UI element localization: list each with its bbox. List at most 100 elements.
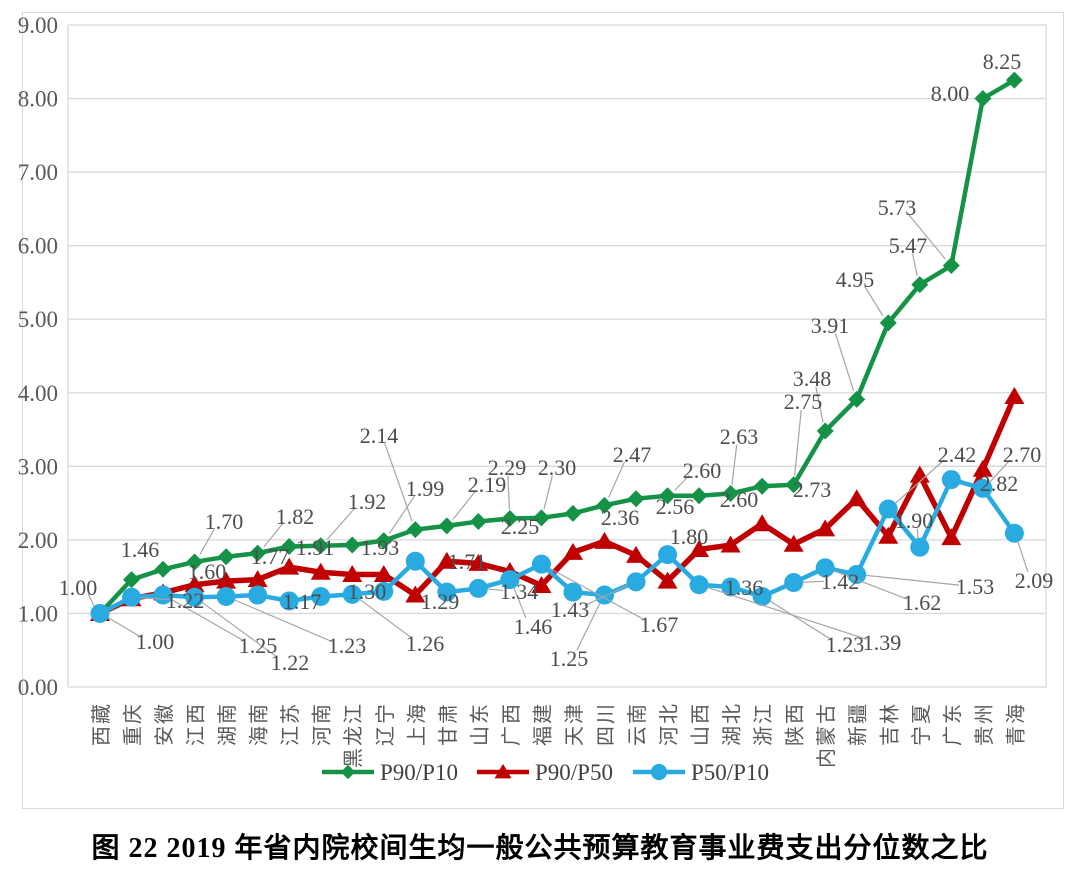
data-point-marker-triangle bbox=[626, 545, 647, 563]
legend-label: P90/P50 bbox=[535, 760, 613, 785]
y-tick-label: 0.00 bbox=[18, 675, 58, 700]
data-point-marker-diamond bbox=[312, 537, 330, 555]
data-label: 8.00 bbox=[931, 81, 970, 106]
data-label: 4.95 bbox=[836, 267, 875, 292]
data-label: 5.47 bbox=[889, 233, 928, 258]
data-point-marker-triangle bbox=[279, 557, 300, 575]
data-point-marker-circle bbox=[650, 763, 668, 781]
data-label: 1.91 bbox=[296, 535, 335, 560]
data-point-marker-triangle bbox=[878, 526, 899, 544]
data-point-marker-diamond bbox=[469, 512, 487, 530]
data-label: 2.75 bbox=[784, 389, 823, 414]
data-label: 1.70 bbox=[205, 509, 244, 534]
data-point-marker-triangle bbox=[657, 571, 678, 589]
data-label: 1.00 bbox=[59, 575, 98, 600]
data-label: 1.22 bbox=[271, 650, 310, 675]
label-leader-line bbox=[989, 459, 1011, 483]
y-tick-label: 8.00 bbox=[18, 87, 58, 112]
y-tick-label: 3.00 bbox=[18, 454, 58, 479]
data-point-marker-circle bbox=[878, 499, 898, 519]
data-point-marker-diamond bbox=[659, 487, 677, 505]
data-point-marker-diamond bbox=[343, 536, 361, 554]
data-point-marker-circle bbox=[468, 578, 488, 598]
data-point-marker-circle bbox=[910, 537, 930, 557]
data-label: 3.48 bbox=[793, 366, 832, 391]
data-label: 2.09 bbox=[1015, 568, 1054, 593]
data-point-marker-circle bbox=[721, 577, 741, 597]
label-leader-line bbox=[674, 474, 690, 491]
data-point-marker-circle bbox=[784, 573, 804, 593]
data-label: 2.47 bbox=[613, 442, 652, 467]
data-label: 2.25 bbox=[501, 514, 540, 539]
label-leader-line bbox=[170, 598, 245, 642]
data-point-marker-diamond bbox=[501, 510, 519, 528]
data-label: 1.71 bbox=[448, 549, 487, 574]
data-label: 2.60 bbox=[720, 487, 759, 512]
data-point-marker-diamond bbox=[753, 477, 771, 495]
data-point-marker-triangle bbox=[720, 535, 741, 553]
data-label: 2.82 bbox=[980, 471, 1019, 496]
data-point-marker-triangle bbox=[909, 465, 930, 483]
data-point-marker-diamond bbox=[942, 257, 960, 275]
data-label: 1.23 bbox=[826, 632, 865, 657]
data-label: 8.25 bbox=[983, 49, 1022, 74]
data-label: 1.90 bbox=[895, 508, 934, 533]
data-point-marker-triangle bbox=[1004, 386, 1025, 404]
x-category-label: 四川 bbox=[595, 702, 617, 746]
label-leader-line bbox=[487, 588, 504, 592]
data-point-marker-triangle bbox=[373, 564, 394, 582]
label-leader-line bbox=[802, 580, 825, 583]
data-point-marker-triangle bbox=[342, 564, 363, 582]
x-category-label: 陕西 bbox=[784, 702, 807, 746]
label-leader-line bbox=[359, 598, 413, 639]
data-label: 2.63 bbox=[720, 424, 759, 449]
data-label: 1.43 bbox=[551, 597, 590, 622]
data-point-marker-diamond bbox=[123, 571, 141, 589]
x-category-label: 青海 bbox=[1004, 702, 1027, 746]
label-leader-line bbox=[769, 600, 832, 641]
y-tick-label: 7.00 bbox=[18, 160, 58, 185]
label-leader-line bbox=[107, 616, 142, 638]
x-category-label: 河南 bbox=[311, 702, 334, 746]
label-leader-line bbox=[815, 386, 824, 423]
label-leader-line bbox=[894, 459, 945, 504]
label-leader-line bbox=[916, 528, 919, 539]
label-leader-line bbox=[1017, 541, 1029, 572]
x-category-label: 吉林 bbox=[878, 702, 901, 746]
data-label: 1.60 bbox=[188, 559, 227, 584]
y-tick-label: 1.00 bbox=[18, 601, 58, 626]
label-leader-line bbox=[576, 602, 601, 651]
label-leader-line bbox=[911, 253, 918, 277]
data-point-marker-circle bbox=[815, 558, 835, 578]
data-point-marker-circle bbox=[405, 551, 425, 571]
data-point-marker-diamond bbox=[785, 476, 803, 494]
x-category-label: 河北 bbox=[658, 702, 681, 746]
data-point-marker-triangle bbox=[689, 539, 710, 557]
legend-label: P90/P10 bbox=[380, 760, 458, 785]
label-leader-line bbox=[731, 444, 738, 485]
label-leader-line bbox=[263, 521, 285, 548]
data-point-marker-triangle bbox=[941, 528, 962, 546]
data-point-marker-diamond bbox=[154, 560, 172, 578]
x-category-label: 天津 bbox=[563, 702, 586, 746]
data-point-marker-circle bbox=[594, 585, 614, 605]
data-label: 2.73 bbox=[793, 477, 832, 502]
label-leader-line bbox=[199, 528, 216, 555]
data-point-marker-triangle bbox=[562, 542, 583, 560]
label-leader-line bbox=[513, 587, 527, 619]
data-point-marker-triangle bbox=[184, 575, 205, 593]
data-label: 1.23 bbox=[328, 633, 367, 658]
data-point-marker-triangle bbox=[594, 531, 615, 549]
data-point-marker-diamond bbox=[406, 521, 424, 539]
figure-caption: 图 22 2019 年省内院校间生均一般公共预算教育事业费支出分位数之比 bbox=[91, 833, 989, 864]
data-point-marker-diamond bbox=[595, 496, 613, 514]
data-point-marker-diamond bbox=[911, 276, 929, 294]
data-point-marker-diamond bbox=[816, 422, 834, 440]
label-leader-line bbox=[87, 593, 95, 607]
data-point-marker-circle bbox=[90, 603, 110, 623]
data-point-marker-triangle bbox=[494, 763, 512, 779]
data-label: 1.25 bbox=[550, 646, 589, 671]
data-point-marker-triangle bbox=[783, 534, 804, 552]
data-point-marker-diamond bbox=[438, 517, 456, 535]
data-label: 1.42 bbox=[821, 569, 860, 594]
